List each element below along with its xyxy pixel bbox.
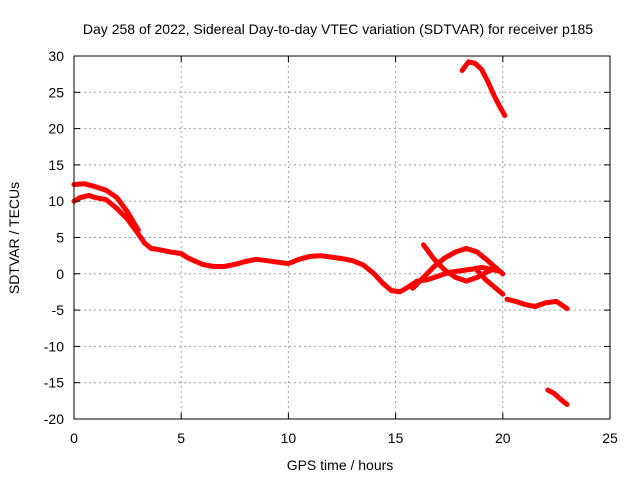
x-axis-label: GPS time / hours [287, 457, 394, 473]
series-track-2 [71, 181, 141, 233]
series-track-3 [410, 245, 506, 291]
x-tick-label: 0 [70, 430, 78, 446]
y-tick-label: -10 [44, 338, 64, 354]
y-tick-label: 15 [48, 157, 64, 173]
x-tick-label: 15 [388, 430, 404, 446]
y-tick-label: -5 [52, 302, 65, 318]
grid-lines [74, 56, 610, 419]
series-track-5 [474, 267, 506, 297]
series-track-1 [71, 192, 504, 295]
axis-ticks: 0 5 10 15 20 25 -20 -15 -10 -5 0 5 10 15 20 25 30 [44, 48, 618, 446]
y-tick-label: 0 [56, 266, 64, 282]
y-tick-label: 25 [48, 84, 64, 100]
y-axis-label: SDTVAR / TECUs [6, 182, 22, 294]
y-tick-label: 5 [56, 230, 64, 246]
y-tick-label: -20 [44, 411, 64, 427]
x-tick-label: 25 [602, 430, 618, 446]
series-track-7 [459, 59, 508, 118]
series-track-6 [504, 296, 570, 312]
y-tick-label: -15 [44, 375, 64, 391]
chart-title: Day 258 of 2022, Sidereal Day-to-day VTE… [83, 21, 593, 37]
y-tick-label: 10 [48, 193, 64, 209]
x-tick-label: 5 [177, 430, 185, 446]
y-tick-label: 20 [48, 121, 64, 137]
series-track-4 [421, 242, 499, 284]
data-series [71, 59, 570, 407]
x-tick-label: 20 [495, 430, 511, 446]
series-track-8 [545, 387, 570, 407]
y-tick-label: 30 [48, 48, 64, 64]
x-tick-label: 10 [281, 430, 297, 446]
